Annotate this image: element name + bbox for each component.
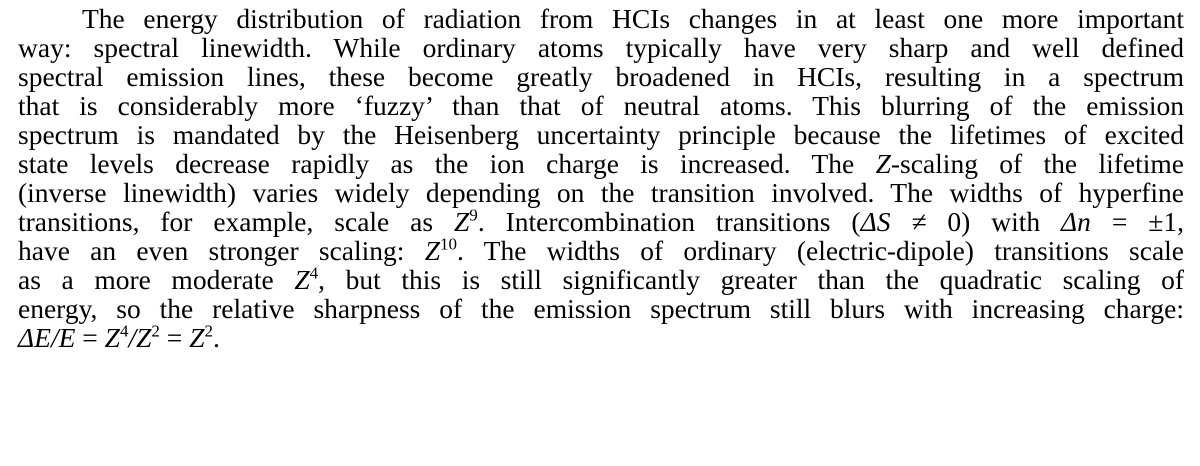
math-exponent: 9 [469, 205, 478, 225]
math-delta-n: Δn [1061, 206, 1091, 237]
math-z: Z [294, 264, 310, 295]
text-line: have an even stronger scaling: Z10. The … [18, 234, 1184, 266]
text-run: have an even stronger scaling: [18, 235, 425, 266]
text-line: energy, so the relative sharpness of the… [18, 293, 1184, 324]
equation-line: ΔE/E = Z4/Z2 = Z2. [18, 321, 1184, 353]
math-z: Z [424, 235, 440, 266]
text-run: . [213, 322, 220, 353]
text-line: state levels decrease rapidly as the ion… [18, 149, 1184, 178]
text-line: way: spectral linewidth. While ordinary … [18, 32, 1184, 63]
text-line: spectrum is mandated by the Heisenberg u… [18, 119, 1184, 150]
text-run: . Intercombination transitions ( [477, 206, 861, 237]
math-exponent: 2 [151, 321, 160, 341]
text-line: that is considerably more ‘fuzzy’ than t… [18, 90, 1184, 121]
math-z: Z [454, 206, 470, 237]
math-equals: = [75, 322, 105, 353]
body-paragraph: The energy distribution of radiation fro… [18, 4, 1184, 352]
math-exponent: 2 [204, 321, 213, 341]
math-slash: / [128, 322, 137, 353]
math-delta-s: ΔS ≠ [860, 206, 948, 237]
math-exponent: 10 [440, 234, 458, 254]
text-run: , but this is still significantly greate… [318, 264, 1184, 295]
math-delta-e-over-e: ΔE/E [18, 322, 76, 353]
math-z: Z [189, 322, 205, 353]
text-run: 0) with [947, 206, 1062, 237]
math-z: Z [875, 148, 891, 179]
text-run: . The widths of ordinary (electric-dipol… [457, 235, 1184, 266]
math-z: Z [104, 322, 120, 353]
math-exponent: 4 [119, 321, 129, 341]
text-run: transitions, for example, scale as [18, 206, 454, 237]
text-line: spectral emission lines, these become gr… [18, 61, 1184, 92]
text-line: as a more moderate Z4, but this is still… [18, 263, 1184, 295]
text-run: as a more moderate [18, 264, 295, 295]
text-line: (inverse linewidth) varies widely depend… [18, 177, 1184, 208]
text-line: The energy distribution of radiation fro… [82, 3, 1184, 34]
math-equals: = [159, 322, 190, 353]
math-z: Z [136, 322, 152, 353]
text-run: = ±1, [1090, 206, 1184, 237]
text-line: transitions, for example, scale as Z9. I… [18, 205, 1184, 237]
math-exponent: 4 [309, 263, 319, 283]
text-run: -scaling of the lifetime [890, 148, 1185, 179]
text-run: state levels decrease rapidly as the ion… [18, 148, 876, 179]
